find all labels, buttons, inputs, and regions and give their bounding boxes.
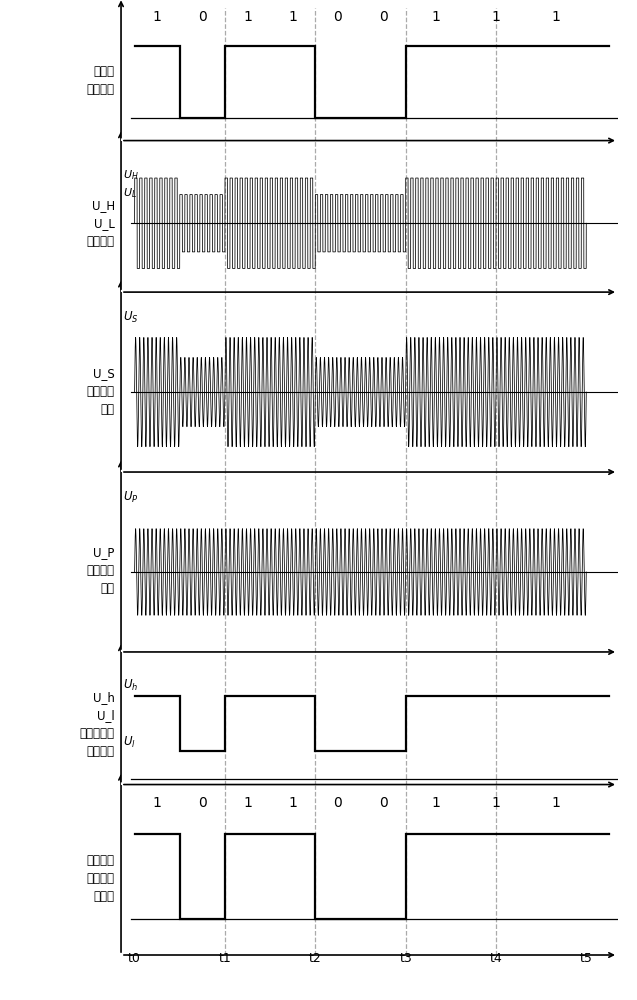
- Text: U_l: U_l: [97, 709, 115, 722]
- Text: 0: 0: [198, 10, 207, 24]
- Text: 1: 1: [552, 10, 561, 24]
- Text: t1: t1: [218, 952, 231, 965]
- Text: $U_l$: $U_l$: [123, 735, 136, 750]
- Text: 第一变换器: 第一变换器: [80, 727, 115, 740]
- Text: 1: 1: [552, 796, 561, 810]
- Text: t0: t0: [128, 952, 141, 965]
- Text: 关信号: 关信号: [94, 890, 115, 903]
- Text: 1: 1: [243, 796, 252, 810]
- Text: 电压: 电压: [101, 403, 115, 416]
- Text: $U_h$: $U_h$: [123, 678, 138, 693]
- Text: 1: 1: [492, 796, 501, 810]
- Text: U_S: U_S: [93, 367, 115, 380]
- Text: 开关信号: 开关信号: [87, 83, 115, 96]
- Text: U_L: U_L: [94, 217, 115, 230]
- Text: 1: 1: [153, 796, 162, 810]
- Text: 0: 0: [333, 10, 342, 24]
- Text: $U_P$: $U_P$: [123, 490, 138, 505]
- Text: U_P: U_P: [93, 546, 115, 559]
- Text: U_H: U_H: [92, 199, 115, 212]
- Text: 0: 0: [378, 10, 387, 24]
- Text: $U_L$: $U_L$: [123, 186, 137, 200]
- Text: 第二谐振: 第二谐振: [87, 564, 115, 577]
- Text: t5: t5: [580, 952, 592, 965]
- Text: 第一谐振: 第一谐振: [87, 385, 115, 398]
- Text: 识别码: 识别码: [94, 65, 115, 78]
- Text: 1: 1: [431, 10, 440, 24]
- Text: 电压: 电压: [101, 582, 115, 595]
- Text: t4: t4: [490, 952, 503, 965]
- Text: 0: 0: [333, 796, 342, 810]
- Text: 0: 0: [378, 796, 387, 810]
- Text: 1: 1: [243, 10, 252, 24]
- Text: 逆变电压: 逆变电压: [87, 235, 115, 248]
- Text: 解调后的: 解调后的: [87, 854, 115, 867]
- Text: 1: 1: [288, 796, 297, 810]
- Text: 1: 1: [288, 10, 297, 24]
- Text: t3: t3: [399, 952, 412, 965]
- Text: 1: 1: [431, 796, 440, 810]
- Text: 识别码开: 识别码开: [87, 872, 115, 885]
- Text: 1: 1: [153, 10, 162, 24]
- Text: 1: 1: [492, 10, 501, 24]
- Text: 0: 0: [198, 796, 207, 810]
- Text: $U_H$: $U_H$: [123, 168, 139, 182]
- Text: U_h: U_h: [93, 691, 115, 704]
- Text: t2: t2: [309, 952, 322, 965]
- Text: $U_S$: $U_S$: [123, 310, 138, 325]
- Text: 整流电压: 整流电压: [87, 745, 115, 758]
